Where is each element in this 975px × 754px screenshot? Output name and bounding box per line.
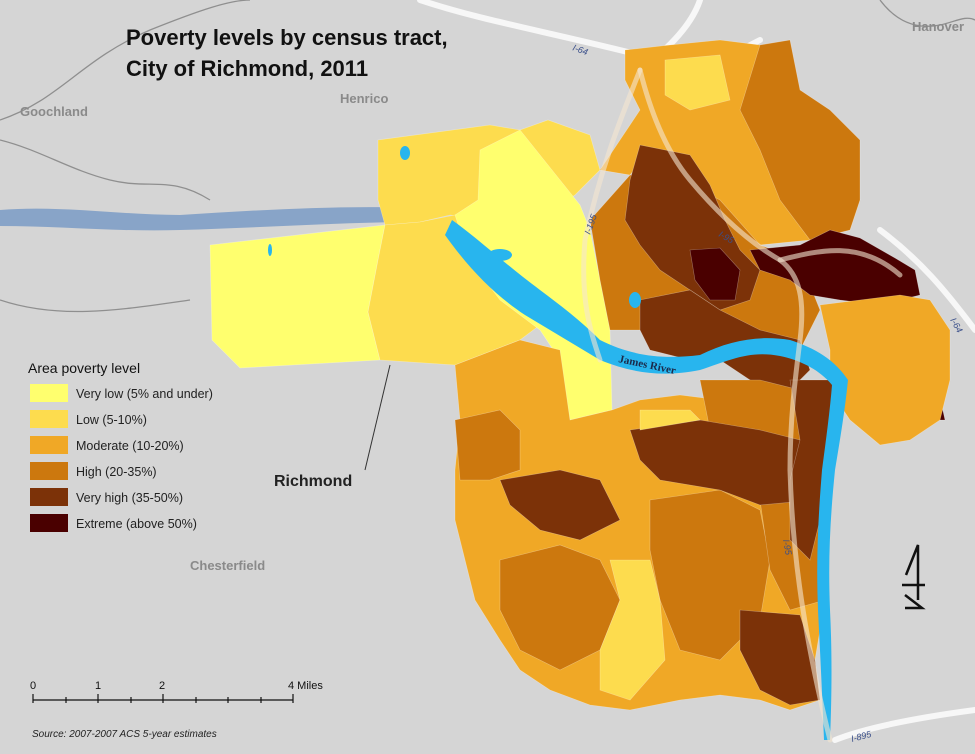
legend-label-0: Very low (5% and under) (76, 387, 213, 401)
legend-swatch-2 (30, 436, 68, 454)
source-note: Source: 2007-2007 ACS 5-year estimates (32, 729, 217, 740)
tract-sw-high (454, 409, 521, 481)
map-title-line1: Poverty levels by census tract, (126, 25, 448, 50)
legend-title: Area poverty level (28, 360, 140, 376)
tract-n-low (664, 54, 731, 111)
river-west (0, 207, 420, 231)
tract-extreme-2 (749, 229, 921, 306)
james-river (445, 220, 848, 740)
scale-tick-4: 4 Miles (288, 680, 323, 692)
census-tracts (209, 39, 951, 711)
county-chesterfield: Chesterfield (190, 558, 265, 573)
river-island (488, 249, 512, 261)
north-arrow-icon (902, 544, 926, 610)
legend-label-1: Low (5-10%) (76, 413, 147, 427)
city-highways (581, 67, 903, 743)
richmond-callout-line (364, 364, 391, 471)
legend-swatch-3 (30, 462, 68, 480)
tract-extreme-1 (689, 247, 741, 301)
legend-label-2: Moderate (10-20%) (76, 439, 184, 453)
tract-west (209, 224, 386, 369)
scale-tick-2: 2 (159, 680, 165, 692)
lake-1 (400, 146, 410, 160)
tract-s-low-2 (639, 409, 701, 431)
city-label-richmond: Richmond (274, 473, 352, 490)
county-hanover: Hanover (912, 19, 964, 34)
lake-2 (268, 244, 272, 256)
map-title-line2: City of Richmond, 2011 (126, 56, 368, 81)
legend-swatch-0 (30, 384, 68, 402)
scale-tick-1: 1 (95, 680, 101, 692)
scale-bar (32, 694, 294, 703)
tract-s-low-1 (599, 559, 666, 701)
lake-3 (629, 292, 641, 308)
county-henrico: Henrico (340, 91, 388, 106)
legend-swatch-1 (30, 410, 68, 428)
legend-swatch-4 (30, 488, 68, 506)
road-i64-north: I-64 (571, 42, 589, 57)
tract-s-veryhigh-4 (739, 609, 821, 706)
county-goochland: Goochland (20, 104, 88, 119)
legend-label-5: Extreme (above 50%) (76, 517, 197, 531)
scale-tick-0: 0 (30, 680, 36, 692)
tract-s-veryhigh-1 (499, 469, 621, 541)
legend-swatch-5 (30, 514, 68, 532)
legend-label-4: Very high (35-50%) (76, 491, 183, 505)
road-i95-south: I-95 (781, 539, 794, 557)
legend-label-3: High (20-35%) (76, 465, 157, 479)
legend: Area poverty level Very low (5% and unde… (28, 360, 213, 532)
tract-ne-high (739, 39, 861, 241)
county-boundaries (0, 0, 975, 313)
